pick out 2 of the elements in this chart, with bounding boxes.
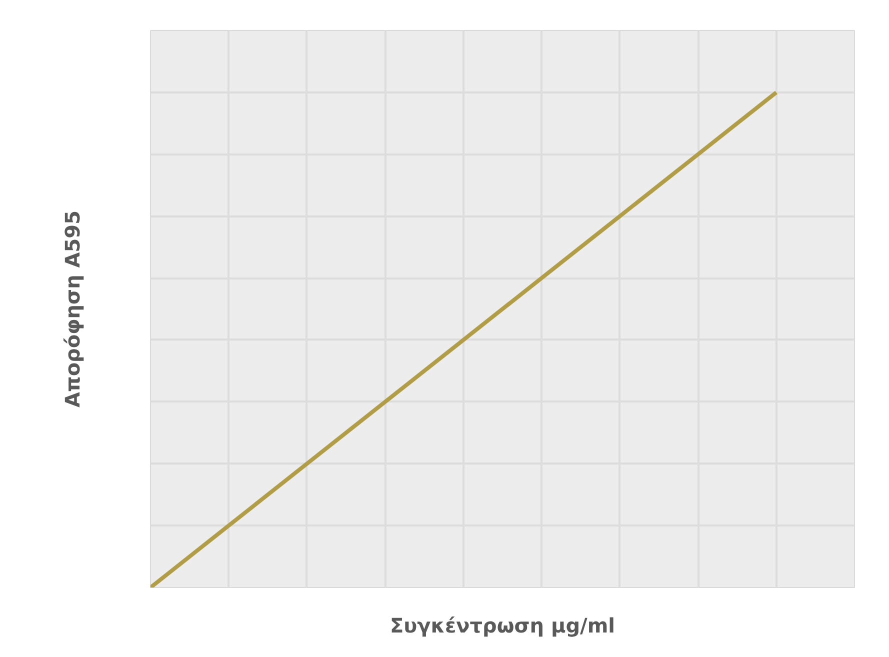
x-axis-title: Συγκέντρωση μg/ml	[390, 614, 616, 638]
y-axis-title: Απορόφηση A595	[60, 210, 84, 408]
